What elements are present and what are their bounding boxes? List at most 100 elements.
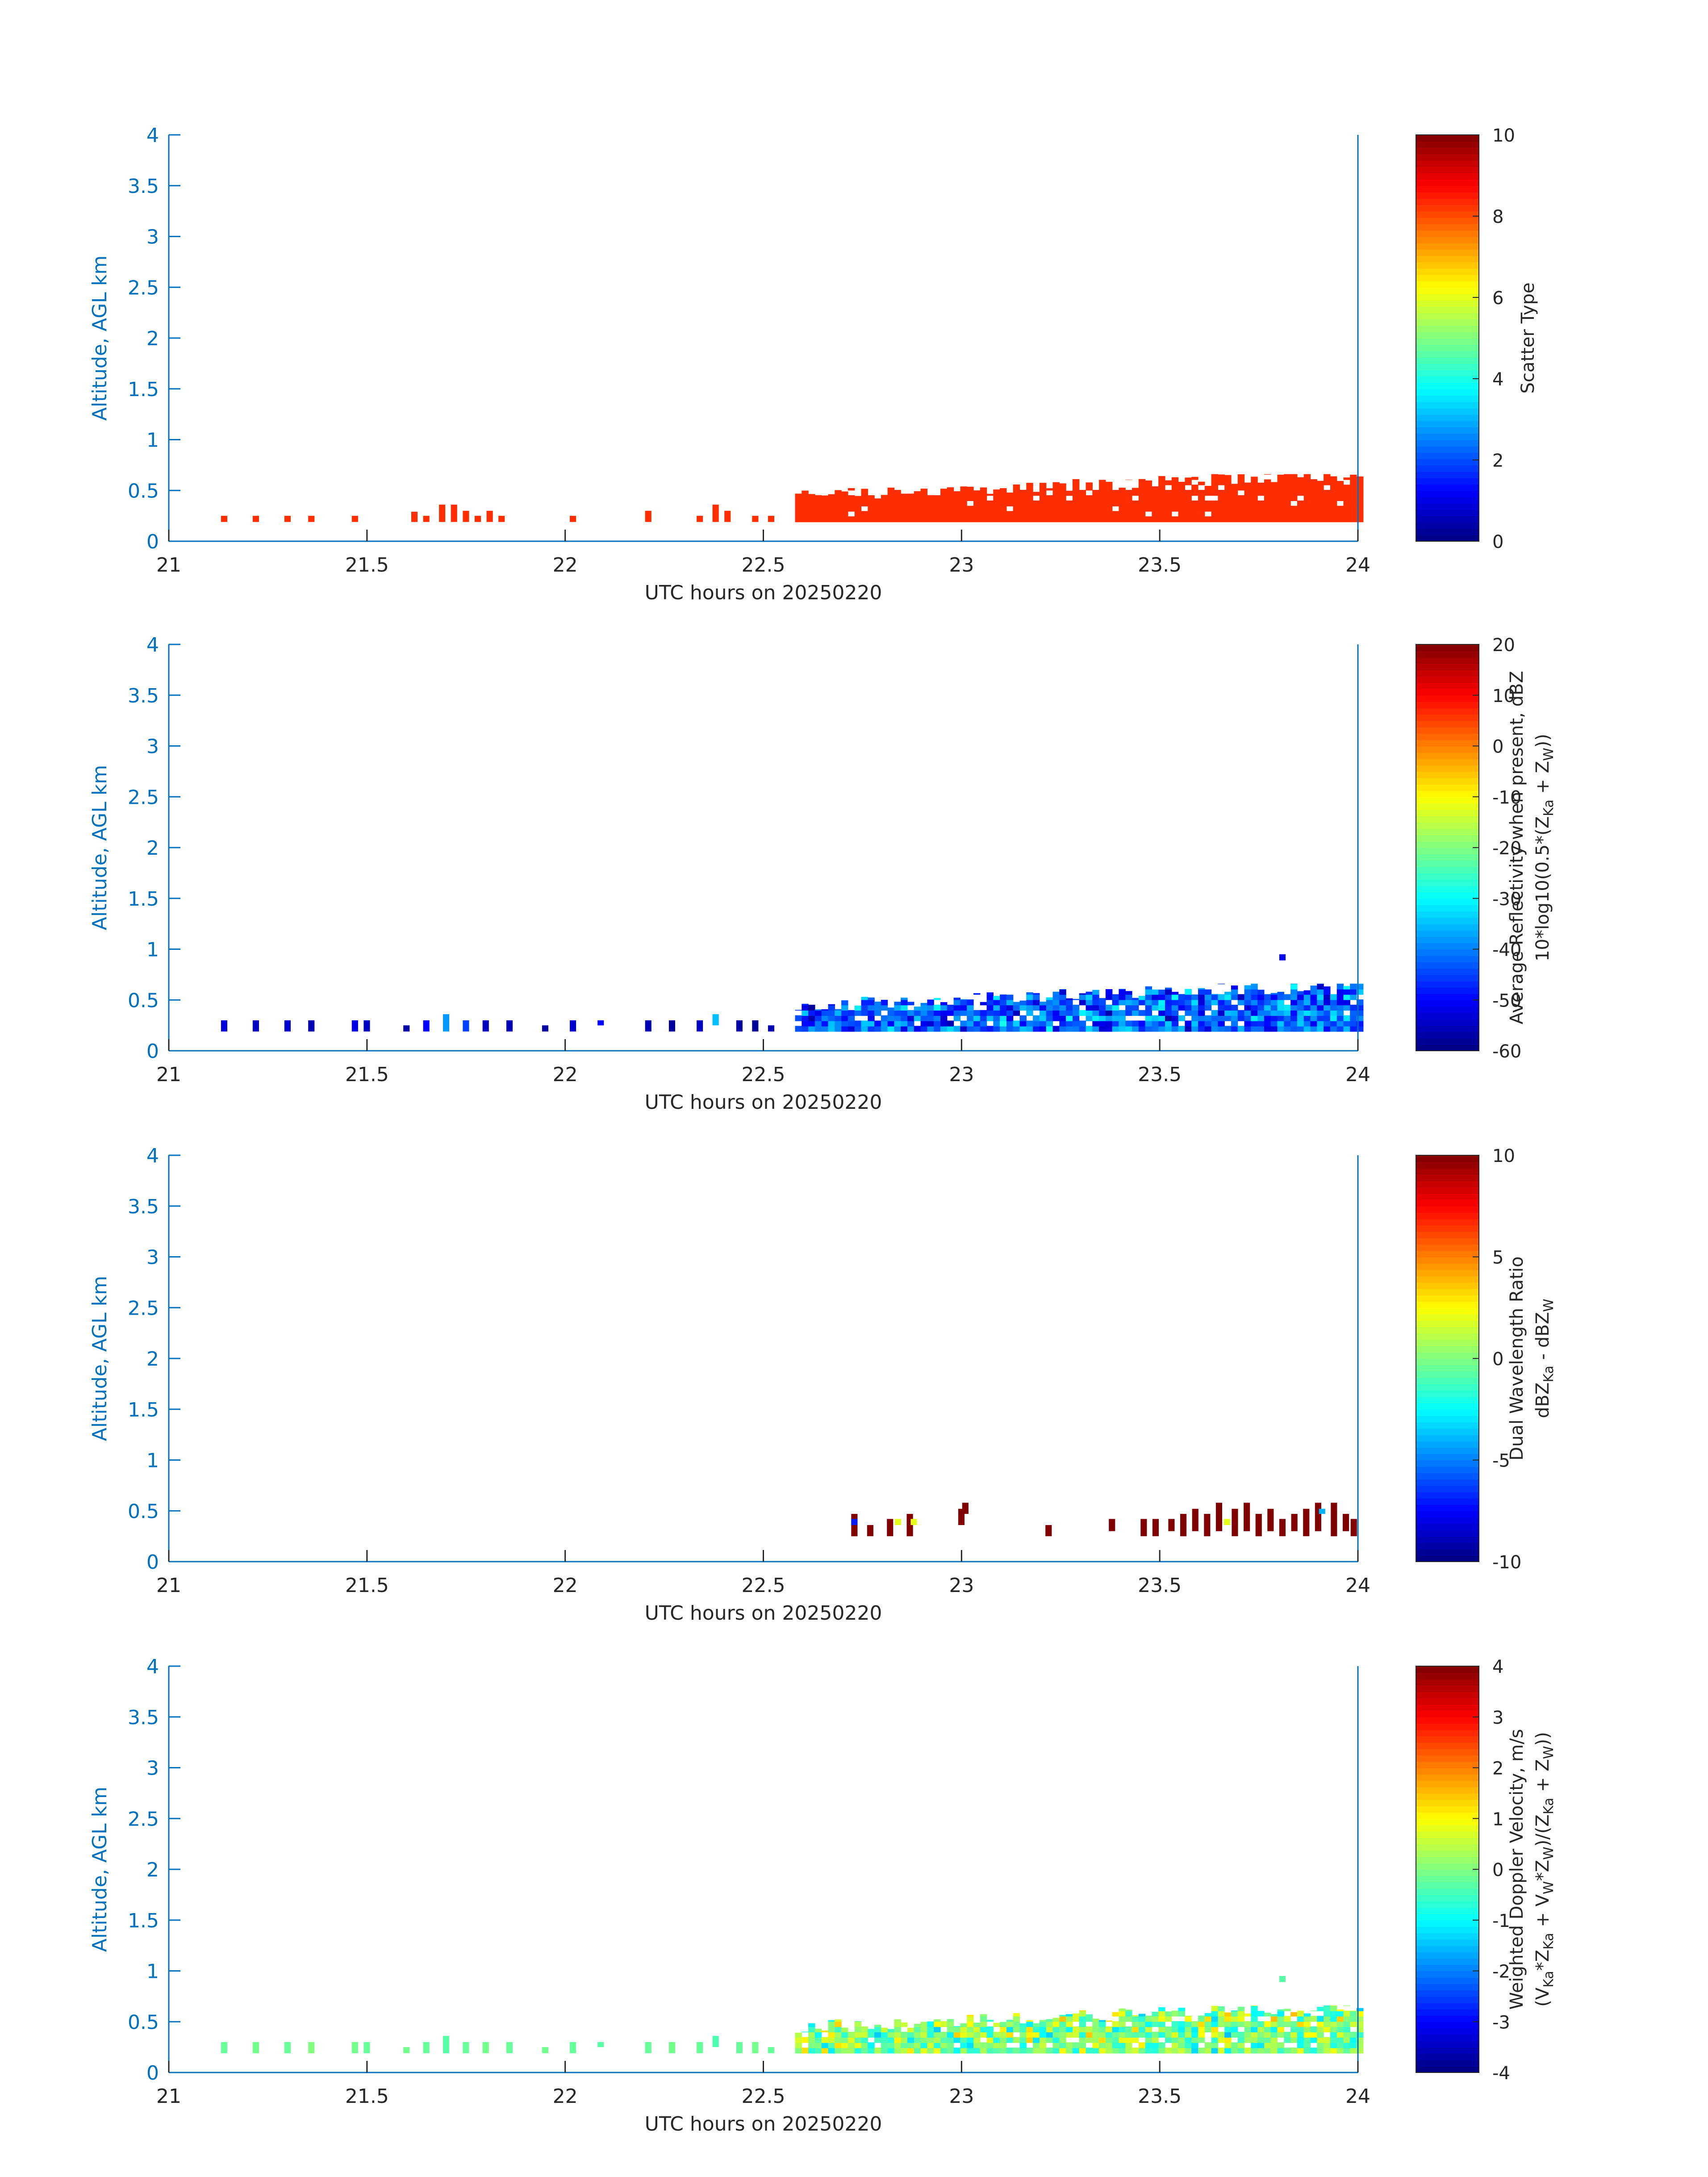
data-cell (1132, 2031, 1139, 2038)
data-cell (1237, 500, 1245, 506)
data-cell (1251, 490, 1258, 496)
data-cell (1046, 511, 1053, 517)
data-cell (920, 2042, 927, 2048)
data-cell (986, 1010, 994, 1016)
data-cell (821, 1010, 829, 1016)
data-cell (1211, 999, 1218, 1006)
data-cell (284, 1020, 291, 1032)
y-tick-label: 0.5 (128, 989, 159, 1012)
data-cell (1290, 1026, 1298, 1032)
data-cell (854, 496, 862, 501)
data-cell (1270, 1015, 1278, 1021)
data-cell (1336, 2009, 1344, 2011)
data-cell (1125, 999, 1132, 1006)
data-cell (1310, 2026, 1317, 2032)
data-cell (960, 999, 967, 1000)
data-cell (848, 1015, 855, 1021)
data-cell (1251, 516, 1258, 522)
data-cell (841, 1020, 848, 1027)
data-cell (1033, 511, 1040, 517)
data-cell (597, 1020, 604, 1026)
data-cell (1171, 2037, 1179, 2043)
colorbar-tick-label: 0 (1492, 532, 1503, 552)
data-cell (1336, 2016, 1344, 2022)
data-cell (1297, 485, 1304, 491)
data-cell (901, 999, 908, 1006)
data-cell (752, 1020, 759, 1032)
colorbar-swatch (1416, 1799, 1479, 1806)
data-cell (1165, 2026, 1172, 2032)
data-cell (1343, 1026, 1350, 1032)
data-cell (1099, 2047, 1106, 2054)
y-tick-label: 4 (146, 124, 159, 147)
data-cell (848, 2037, 855, 2043)
data-cell (1297, 2026, 1304, 2032)
data-cell (597, 2042, 604, 2047)
data-cell (1277, 2026, 1284, 2032)
data-cell (1218, 2031, 1225, 2038)
data-cell (1086, 511, 1093, 517)
data-cell (1158, 2042, 1165, 2048)
data-cell (1039, 2031, 1047, 2038)
data-cell (821, 1015, 829, 1021)
colorbar-swatch (1416, 765, 1479, 772)
data-cell (1185, 2047, 1192, 2054)
y-tick-label: 3 (146, 1246, 159, 1269)
data-cell (1152, 2021, 1159, 2027)
data-cell (1033, 993, 1040, 995)
data-cell (894, 2026, 901, 2032)
data-cell (808, 506, 815, 512)
data-cell (953, 1004, 960, 1011)
data-cell (960, 2026, 967, 2032)
data-cell (1052, 1015, 1060, 1021)
colorbar-label: Dual Wavelength Ratio (1507, 1256, 1527, 1460)
data-cell (1086, 1026, 1093, 1032)
data-cell (1231, 1026, 1238, 1032)
data-cell (1330, 506, 1337, 512)
colorbar-swatch (1416, 1498, 1479, 1505)
data-cell (1105, 2031, 1113, 2038)
data-cell (1138, 1010, 1146, 1016)
data-cell (1006, 2021, 1014, 2027)
data-cell (1237, 2047, 1245, 2054)
colorbar-tick-label: -1 (1492, 1911, 1510, 1931)
data-cell (1264, 2042, 1271, 2048)
colorbar-tick-label: 8 (1492, 207, 1503, 227)
data-cell (1303, 990, 1311, 995)
data-cell (1317, 500, 1324, 506)
data-cell (1204, 1015, 1212, 1021)
data-cell (1026, 485, 1033, 491)
data-cell (967, 1004, 974, 1011)
data-cell (927, 516, 934, 522)
data-cell (802, 506, 809, 512)
data-cell (1211, 1010, 1218, 1016)
data-cell (887, 490, 894, 496)
data-cell (768, 1025, 774, 1032)
data-cell (1303, 1020, 1311, 1027)
data-cell (940, 1002, 948, 1006)
data-cell (1290, 2047, 1298, 2054)
data-cell (1105, 500, 1113, 506)
data-cell (894, 500, 901, 506)
data-cell (1165, 490, 1172, 496)
data-cell (1119, 2047, 1126, 2054)
y-axis-label: Altitude, AGL km (88, 765, 111, 930)
colorbar-swatch (1416, 516, 1479, 523)
colorbar-swatch (1416, 1032, 1479, 1039)
data-cell (1152, 1004, 1159, 1011)
data-cell (1125, 2026, 1132, 2032)
data-cell (1218, 474, 1225, 480)
data-cell (1125, 2042, 1132, 2048)
data-cell (795, 1015, 802, 1021)
x-tick-label: 22 (553, 554, 578, 577)
colorbar-swatch (1416, 848, 1479, 855)
data-cell (1244, 506, 1251, 512)
data-cell (1237, 2037, 1245, 2043)
y-tick-label: 2 (146, 1859, 159, 1881)
data-cell (1198, 495, 1205, 501)
colorbar-swatch (1416, 1793, 1479, 1800)
data-cell (1191, 1010, 1199, 1016)
data-cell (973, 2022, 981, 2027)
data-cell (1204, 2047, 1212, 2054)
data-cell (947, 2047, 954, 2054)
